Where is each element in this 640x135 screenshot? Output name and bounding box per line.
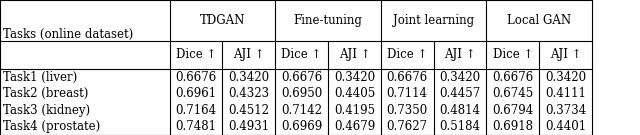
Text: 0.6676: 0.6676 xyxy=(175,71,216,84)
Text: 0.7350: 0.7350 xyxy=(387,104,428,117)
Text: 0.7481: 0.7481 xyxy=(175,120,216,133)
Text: AJI ↑: AJI ↑ xyxy=(339,48,370,61)
Text: 0.6676: 0.6676 xyxy=(387,71,428,84)
Text: 0.7627: 0.7627 xyxy=(387,120,428,133)
Text: 0.6794: 0.6794 xyxy=(492,104,533,117)
Text: 0.4111: 0.4111 xyxy=(545,87,586,100)
Text: AJI ↑: AJI ↑ xyxy=(550,48,581,61)
Text: 0.4195: 0.4195 xyxy=(334,104,375,117)
Text: 0.4323: 0.4323 xyxy=(228,87,269,100)
Text: 0.6745: 0.6745 xyxy=(492,87,533,100)
Text: Task1 (liver): Task1 (liver) xyxy=(3,71,77,84)
Text: Dice ↑: Dice ↑ xyxy=(176,48,216,61)
Text: 0.3420: 0.3420 xyxy=(228,71,269,84)
Text: Task2 (breast): Task2 (breast) xyxy=(3,87,88,100)
Text: Local GAN: Local GAN xyxy=(507,14,572,27)
Text: 0.3734: 0.3734 xyxy=(545,104,586,117)
Text: Tasks (online dataset): Tasks (online dataset) xyxy=(3,28,134,41)
Text: 0.6950: 0.6950 xyxy=(281,87,322,100)
Text: 0.6918: 0.6918 xyxy=(492,120,533,133)
Text: 0.7114: 0.7114 xyxy=(387,87,428,100)
Text: 0.4679: 0.4679 xyxy=(334,120,375,133)
Text: 0.7142: 0.7142 xyxy=(281,104,322,117)
Text: 0.7164: 0.7164 xyxy=(175,104,216,117)
Text: AJI ↑: AJI ↑ xyxy=(233,48,264,61)
Text: 0.3420: 0.3420 xyxy=(545,71,586,84)
Text: 0.4814: 0.4814 xyxy=(440,104,481,117)
Text: TDGAN: TDGAN xyxy=(200,14,245,27)
Text: 0.6961: 0.6961 xyxy=(175,87,216,100)
Text: 0.4931: 0.4931 xyxy=(228,120,269,133)
Text: Dice ↑: Dice ↑ xyxy=(493,48,533,61)
Text: 0.3420: 0.3420 xyxy=(440,71,481,84)
Text: Task4 (prostate): Task4 (prostate) xyxy=(3,120,100,133)
Text: 0.6676: 0.6676 xyxy=(281,71,322,84)
Text: Fine-tuning: Fine-tuning xyxy=(294,14,362,27)
Text: 0.3420: 0.3420 xyxy=(334,71,375,84)
Text: Joint learning: Joint learning xyxy=(393,14,474,27)
Text: Task3 (kidney): Task3 (kidney) xyxy=(3,104,90,117)
Text: 0.4512: 0.4512 xyxy=(228,104,269,117)
Text: 0.4401: 0.4401 xyxy=(545,120,586,133)
Text: 0.4405: 0.4405 xyxy=(334,87,375,100)
Text: Dice ↑: Dice ↑ xyxy=(387,48,428,61)
Text: 0.5184: 0.5184 xyxy=(440,120,481,133)
Text: AJI ↑: AJI ↑ xyxy=(444,48,476,61)
Text: 0.6676: 0.6676 xyxy=(492,71,533,84)
Text: 0.6969: 0.6969 xyxy=(281,120,322,133)
Text: Dice ↑: Dice ↑ xyxy=(282,48,322,61)
Text: 0.4457: 0.4457 xyxy=(440,87,481,100)
